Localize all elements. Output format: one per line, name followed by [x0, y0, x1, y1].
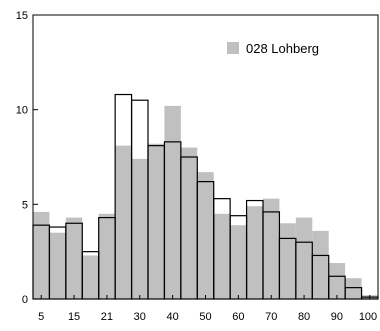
bar-filled-50 [197, 172, 214, 299]
bar-filled-45 [180, 147, 198, 299]
bar-filled-75 [279, 223, 296, 299]
x-tick-label-50: 50 [199, 311, 211, 323]
bar-filled-5 [33, 211, 50, 299]
bar-filled-21 [98, 213, 116, 299]
bar-filled-90 [328, 263, 346, 299]
y-tick-label-0: 0 [22, 294, 28, 306]
legend-label: 028 Lohberg [246, 41, 319, 56]
bar-filled-35 [148, 143, 165, 299]
x-tick-label-100: 100 [359, 311, 377, 323]
bar-filled-10 [49, 232, 66, 299]
x-tick-label-60: 60 [232, 311, 244, 323]
bar-filled-70 [263, 198, 280, 299]
y-tick-label-15: 15 [16, 10, 28, 22]
bar-filled-85 [312, 230, 329, 299]
x-tick-label-80: 80 [298, 311, 310, 323]
x-tick-label-70: 70 [265, 311, 277, 323]
bar-filled-20 [82, 255, 99, 299]
x-tick-label-5: 5 [38, 311, 44, 323]
x-axis-ticks: 5 15 21 30 40 50 60 70 80 90 100 [38, 295, 377, 323]
bar-filled-30 [131, 158, 148, 299]
bar-filled-55 [213, 213, 231, 299]
legend: 028 Lohberg [227, 41, 319, 56]
filled-bars [33, 105, 378, 299]
y-tick-label-10: 10 [16, 105, 28, 117]
plot-frame [32, 14, 379, 300]
bar-filled-60 [230, 225, 247, 299]
bar-filled-15 [65, 217, 83, 299]
bar-filled-95 [345, 278, 362, 299]
bar-filled-40 [164, 105, 181, 299]
y-tick-label-5: 5 [22, 199, 28, 211]
x-tick-label-40: 40 [167, 311, 179, 323]
x-tick-label-21: 21 [101, 311, 113, 323]
bar-filled-25 [115, 145, 132, 299]
bar-filled-65 [246, 206, 263, 299]
x-tick-label-15: 15 [68, 311, 80, 323]
bar-filled-80 [295, 217, 313, 299]
x-tick-label-90: 90 [331, 311, 343, 323]
legend-swatch [227, 42, 239, 54]
x-tick-label-30: 30 [134, 311, 146, 323]
